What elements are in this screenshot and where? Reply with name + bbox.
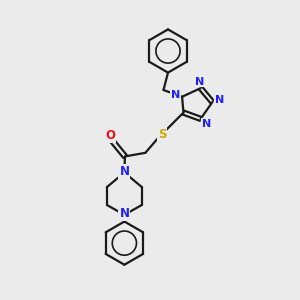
Text: N: N bbox=[195, 76, 205, 86]
Text: N: N bbox=[119, 207, 129, 220]
Text: N: N bbox=[215, 95, 224, 105]
Text: N: N bbox=[202, 119, 211, 129]
Text: N: N bbox=[119, 165, 129, 178]
Text: S: S bbox=[158, 128, 166, 141]
Text: O: O bbox=[105, 129, 115, 142]
Text: N: N bbox=[171, 90, 180, 100]
